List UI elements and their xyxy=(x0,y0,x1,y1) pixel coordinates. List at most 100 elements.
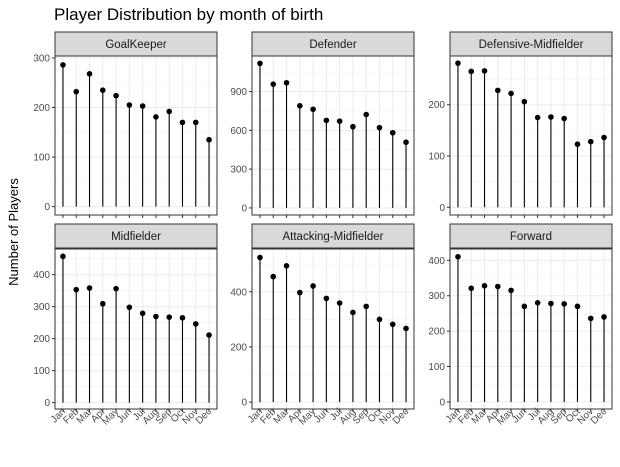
y-tick-label: 0 xyxy=(44,398,50,409)
lollipop-point xyxy=(601,314,607,320)
lollipop-point xyxy=(166,108,172,115)
lollipop-point xyxy=(481,68,488,74)
lollipop-point xyxy=(257,254,263,261)
lollipop-point xyxy=(139,310,146,317)
lollipop-point xyxy=(495,283,501,290)
y-tick-label: 200 xyxy=(230,342,247,353)
lollipop-point xyxy=(363,303,369,310)
lollipop-point xyxy=(179,315,186,321)
panel-border xyxy=(54,248,218,410)
lollipop-point xyxy=(257,60,263,67)
lollipop-point xyxy=(548,300,554,307)
lollipop-point xyxy=(153,313,159,320)
lollipop-point xyxy=(561,115,567,122)
lollipop-point xyxy=(403,325,409,332)
y-tick-label: 100 xyxy=(33,153,50,164)
lollipop-point xyxy=(206,136,212,143)
lollipop-point xyxy=(561,301,567,307)
panel-background xyxy=(55,249,217,409)
y-tick-label: 0 xyxy=(439,397,445,408)
lollipop-point xyxy=(403,139,409,146)
lollipop-point xyxy=(521,303,528,310)
lollipop-point xyxy=(166,314,172,320)
lollipop-point xyxy=(350,309,356,316)
y-tick-label: 100 xyxy=(33,366,50,377)
lollipop-point xyxy=(376,124,383,131)
y-tick-label: 0 xyxy=(44,202,50,213)
lollipop-point xyxy=(495,87,501,94)
lollipop-point xyxy=(336,300,343,306)
chart-title: Player Distribution by month of birth xyxy=(54,5,323,24)
lollipop-point xyxy=(139,103,146,109)
lollipop-point xyxy=(574,141,581,148)
panel-background xyxy=(450,249,612,409)
facet-strip-label: Attacking-Midfielder xyxy=(283,231,384,243)
y-tick-label: 300 xyxy=(33,302,50,313)
y-tick-label: 0 xyxy=(439,203,445,214)
lollipop-point xyxy=(86,71,93,77)
lollipop-point xyxy=(60,62,66,68)
facet-strip-label: Midfielder xyxy=(111,231,161,243)
facet-strip xyxy=(54,223,218,249)
lollipop-point xyxy=(297,102,303,109)
y-tick-label: 400 xyxy=(33,270,50,281)
facet-strip xyxy=(251,31,415,57)
lollipop-point xyxy=(179,119,186,126)
lollipop-point xyxy=(283,263,290,269)
facet-panels: GoalKeeper0100200300Defender0300600900De… xyxy=(33,31,613,427)
lollipop-point xyxy=(126,304,133,311)
lollipop-point xyxy=(100,87,106,93)
lollipop-point xyxy=(534,114,541,121)
lollipop-point xyxy=(468,285,475,292)
lollipop-point xyxy=(389,129,396,136)
lollipop-point xyxy=(126,102,133,108)
y-tick-label: 900 xyxy=(230,87,247,98)
panel-border xyxy=(449,55,613,216)
facet-panel-6: Forward0100200300400JanFebMarAprMayJunJu… xyxy=(428,223,613,427)
y-tick-label: 200 xyxy=(33,103,50,114)
lollipop-point xyxy=(336,118,343,124)
y-tick-label: 0 xyxy=(241,398,247,409)
lollipop-point xyxy=(521,98,528,105)
panel-border xyxy=(449,248,613,410)
lollipop-point xyxy=(574,303,581,310)
lollipop-point xyxy=(481,283,488,289)
lollipop-point xyxy=(508,90,514,97)
lollipop-point xyxy=(455,60,461,66)
facet-panel-5: Attacking-Midfielder0200400JanFebMarAprM… xyxy=(230,223,415,427)
lollipop-point xyxy=(534,300,541,306)
lollipop-point xyxy=(192,119,199,126)
panel-border xyxy=(54,55,218,216)
lollipop-point xyxy=(283,79,290,86)
y-tick-label: 600 xyxy=(230,126,247,137)
lollipop-point xyxy=(270,81,277,87)
lollipop-point xyxy=(323,295,330,302)
facet-panel-1: GoalKeeper 0 100 200 300 xyxy=(33,31,218,218)
panel-background xyxy=(450,56,612,215)
y-tick-label: 100 xyxy=(428,362,445,373)
lollipop-point xyxy=(455,253,461,260)
lollipop-point xyxy=(389,321,396,328)
panel-border xyxy=(251,55,415,216)
facet-strip-label: GoalKeeper xyxy=(105,39,167,51)
lollipop-point xyxy=(323,117,330,124)
lollipop-point xyxy=(548,114,554,120)
y-tick-label: 400 xyxy=(230,287,247,298)
lollipop-point xyxy=(587,315,594,322)
lollipop-point xyxy=(468,68,475,75)
facet-panel-4: Midfielder0100200300400JanFebMarAprMayJu… xyxy=(33,223,218,427)
y-tick-label: 200 xyxy=(428,327,445,338)
y-tick-label: 400 xyxy=(428,256,445,267)
lollipop-point xyxy=(376,316,383,323)
y-tick-label: 100 xyxy=(428,152,445,163)
y-tick-label: 300 xyxy=(428,291,445,302)
lollipop-point xyxy=(297,289,303,296)
facet-strip xyxy=(449,223,613,249)
lollipop-point xyxy=(601,134,607,141)
lollipop-point xyxy=(60,253,66,260)
lollipop-point xyxy=(270,273,277,280)
y-tick-label: 200 xyxy=(428,100,445,111)
lollipop-point xyxy=(508,287,514,294)
lollipop-point xyxy=(86,285,93,291)
